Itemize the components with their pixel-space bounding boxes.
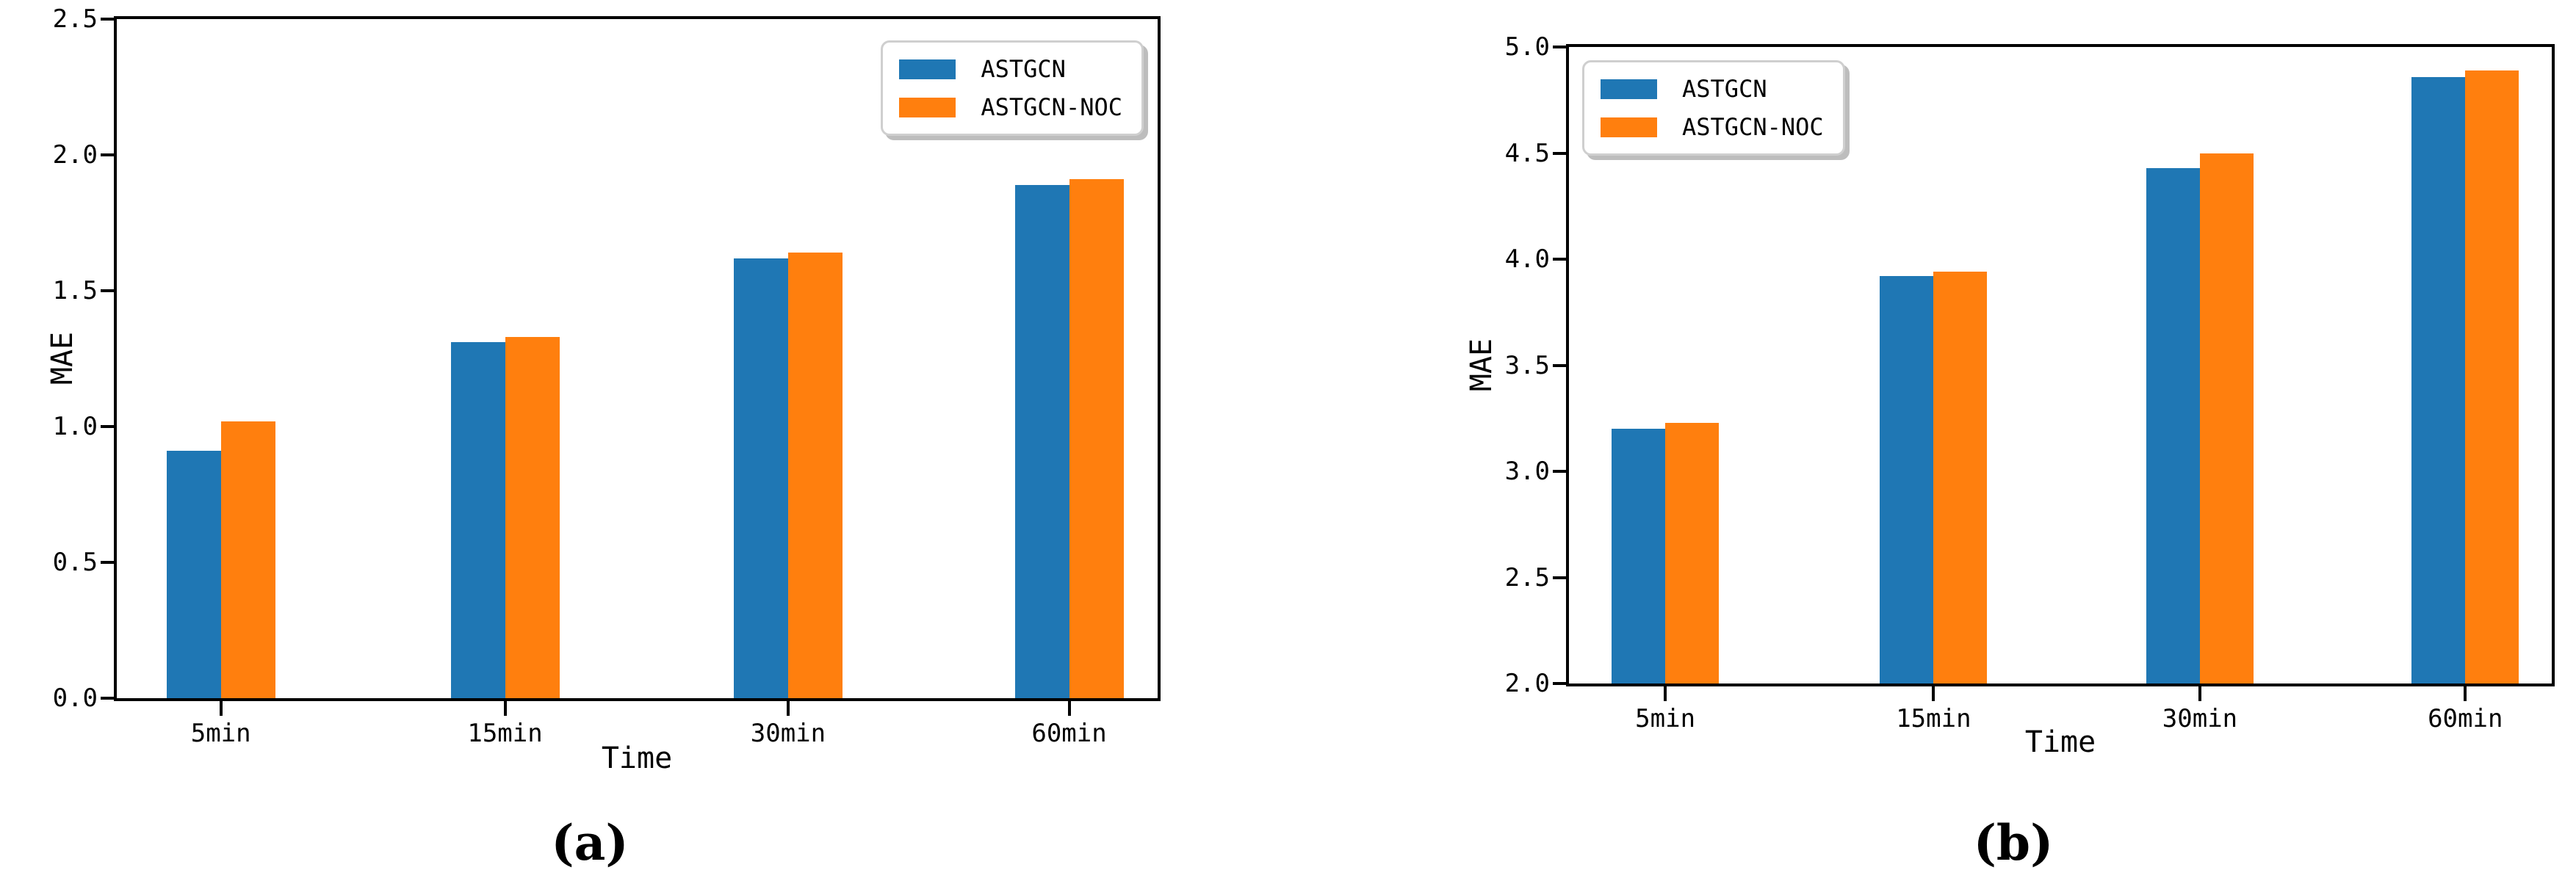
y-tick-label-3.0: 3.0 bbox=[1504, 457, 1550, 487]
caption-chart-a: (a) bbox=[551, 814, 629, 871]
x-tick-label-60min: 60min bbox=[2428, 704, 2503, 733]
y-tick-label-1.5: 1.5 bbox=[52, 276, 98, 305]
legend-entry-ASTGCN: ASTGCN bbox=[1601, 76, 1824, 102]
legend-entry-ASTGCN: ASTGCN bbox=[899, 56, 1122, 82]
y-tick-label-1.0: 1.0 bbox=[52, 412, 98, 441]
bar-ASTGCN-NOC-60min bbox=[2465, 70, 2519, 683]
x-tick-mark-60min bbox=[1067, 701, 1071, 716]
y-tick-mark-4.5 bbox=[1553, 151, 1566, 155]
y-tick-mark-2.0 bbox=[1553, 682, 1566, 685]
legend-chart-a: ASTGCN ASTGCN-NOC bbox=[881, 40, 1144, 136]
legend-label-ASTGCN: ASTGCN bbox=[981, 55, 1066, 83]
y-tick-mark-1.5 bbox=[101, 289, 114, 292]
legend-swatch-ASTGCN bbox=[1601, 79, 1657, 99]
y-tick-mark-3.0 bbox=[1553, 470, 1566, 474]
legend-swatch-ASTGCN-NOC bbox=[899, 97, 956, 117]
bar-ASTGCN-NOC-15min bbox=[1933, 272, 1988, 683]
x-tick-label-15min: 15min bbox=[467, 719, 543, 748]
legend-swatch-ASTGCN-NOC bbox=[1601, 117, 1657, 137]
y-tick-label-4.0: 4.0 bbox=[1504, 244, 1550, 275]
bar-ASTGCN-NOC-5min bbox=[220, 421, 275, 698]
y-tick-mark-2.5 bbox=[1553, 576, 1566, 579]
y-tick-label-2.5: 2.5 bbox=[1504, 562, 1550, 592]
x-tick-mark-5min bbox=[1664, 686, 1667, 701]
y-tick-label-5.0: 5.0 bbox=[1504, 32, 1550, 62]
x-tick-label-5min: 5min bbox=[190, 719, 251, 748]
y-tick-label-3.5: 3.5 bbox=[1504, 350, 1550, 380]
x-tick-mark-15min bbox=[503, 701, 507, 716]
plot-area-chart-b: 2.0 2.5 3.0 3.5 4.0 4.5 5.0 5min 15min 30min 60min… bbox=[1505, 35, 2555, 733]
x-tick-label-5min: 5min bbox=[1635, 704, 1696, 733]
x-tick-label-15min: 15min bbox=[1896, 704, 1971, 733]
bar-ASTGCN-NOC-5min bbox=[1665, 422, 1720, 683]
y-axis-title-chart-a: MAE bbox=[46, 331, 79, 385]
bar-ASTGCN-15min bbox=[1880, 276, 1934, 683]
y-tick-mark-1.0 bbox=[101, 425, 114, 428]
bar-ASTGCN-NOC-30min bbox=[787, 253, 843, 698]
legend-entry-ASTGCN-NOC: ASTGCN-NOC bbox=[1601, 114, 1824, 140]
y-tick-label-2.5: 2.5 bbox=[52, 4, 98, 34]
bar-ASTGCN-60min bbox=[2411, 76, 2466, 683]
bar-ASTGCN-30min bbox=[2146, 167, 2200, 683]
legend-chart-b: ASTGCN ASTGCN-NOC bbox=[1582, 60, 1845, 156]
x-axis-title-chart-b: Time bbox=[2024, 725, 2096, 759]
legend-label-ASTGCN-NOC: ASTGCN-NOC bbox=[981, 93, 1122, 121]
bar-ASTGCN-5min bbox=[1612, 429, 1666, 683]
x-tick-mark-30min bbox=[786, 701, 790, 716]
bar-ASTGCN-NOC-60min bbox=[1069, 179, 1124, 698]
caption-chart-b: (b) bbox=[1973, 814, 2054, 871]
y-tick-label-2.0: 2.0 bbox=[1504, 669, 1550, 698]
legend-label-ASTGCN-NOC: ASTGCN-NOC bbox=[1682, 113, 1824, 141]
legend-entry-ASTGCN-NOC: ASTGCN-NOC bbox=[899, 94, 1122, 120]
bar-ASTGCN-5min bbox=[166, 451, 221, 698]
y-tick-mark-0.5 bbox=[101, 561, 114, 564]
y-tick-label-2.0: 2.0 bbox=[52, 140, 98, 170]
y-tick-mark-4.0 bbox=[1553, 258, 1566, 261]
plot-area-chart-a: 0.0 0.5 1.0 1.5 2.0 2.5 5min 15min 30min 60min AST… bbox=[53, 7, 1161, 748]
legend-swatch-ASTGCN bbox=[899, 59, 956, 79]
y-tick-label-4.5: 4.5 bbox=[1504, 138, 1550, 168]
y-tick-label-0.5: 0.5 bbox=[52, 548, 98, 577]
x-tick-mark-15min bbox=[1932, 686, 1935, 701]
y-tick-mark-2.5 bbox=[101, 18, 114, 21]
y-tick-mark-3.5 bbox=[1553, 363, 1566, 367]
bar-ASTGCN-15min bbox=[450, 342, 505, 698]
y-tick-mark-5.0 bbox=[1553, 46, 1566, 48]
bar-ASTGCN-NOC-30min bbox=[2199, 153, 2254, 683]
bar-ASTGCN-30min bbox=[733, 258, 788, 698]
x-tick-mark-5min bbox=[219, 701, 223, 716]
bar-ASTGCN-60min bbox=[1014, 184, 1069, 698]
bar-ASTGCN-NOC-15min bbox=[505, 336, 560, 698]
x-tick-label-30min: 30min bbox=[2162, 704, 2238, 733]
y-tick-label-0.0: 0.0 bbox=[52, 683, 98, 713]
x-tick-label-30min: 30min bbox=[750, 719, 826, 748]
x-tick-mark-30min bbox=[2198, 686, 2201, 701]
x-tick-label-60min: 60min bbox=[1031, 719, 1107, 748]
legend-label-ASTGCN: ASTGCN bbox=[1682, 75, 1767, 103]
y-tick-mark-2.0 bbox=[101, 153, 114, 156]
y-tick-mark-0.0 bbox=[101, 697, 114, 700]
x-tick-mark-60min bbox=[2464, 686, 2467, 701]
x-axis-title-chart-a: Time bbox=[601, 741, 673, 775]
